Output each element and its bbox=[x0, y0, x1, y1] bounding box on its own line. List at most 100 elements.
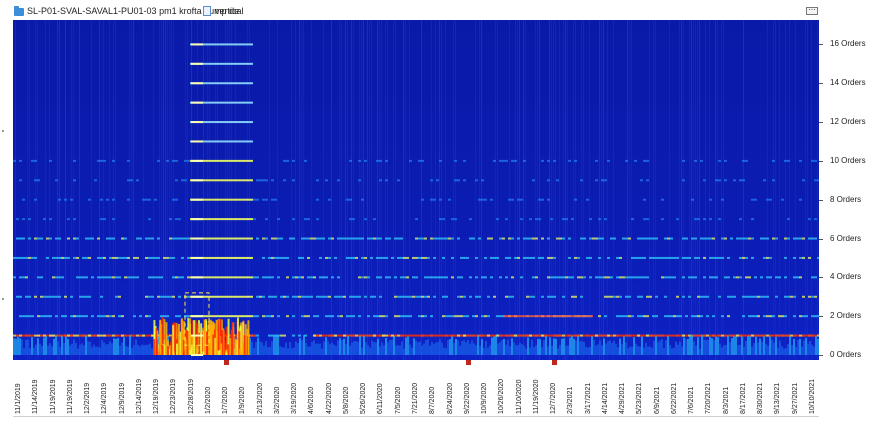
direction-label[interactable]: vertical bbox=[215, 6, 244, 16]
spectrogram-column bbox=[627, 20, 628, 360]
harmonic-line bbox=[403, 295, 406, 298]
harmonic-line bbox=[16, 218, 19, 221]
harmonic-line bbox=[694, 315, 697, 318]
order-1-line bbox=[13, 334, 16, 337]
harmonic-line bbox=[13, 159, 16, 162]
harmonic-line bbox=[751, 218, 754, 221]
harmonic-line bbox=[547, 159, 550, 162]
splitter-grip-bottom[interactable] bbox=[2, 298, 4, 300]
order-1-line bbox=[352, 334, 355, 337]
low-order-energy bbox=[279, 346, 281, 355]
harmonic-line bbox=[202, 82, 205, 85]
low-order-energy bbox=[257, 337, 259, 355]
low-order-energy bbox=[129, 335, 131, 355]
harmonic-line bbox=[364, 256, 367, 259]
harmonic-line bbox=[229, 140, 232, 143]
harmonic-line bbox=[127, 198, 130, 201]
harmonic-line bbox=[106, 237, 109, 240]
harmonic-line bbox=[292, 218, 295, 221]
low-order-energy bbox=[765, 343, 767, 355]
event-marker[interactable] bbox=[224, 360, 230, 365]
low-order-energy bbox=[421, 345, 423, 355]
harmonic-line bbox=[436, 276, 439, 279]
spectrogram-column bbox=[377, 20, 378, 360]
spectrogram-column bbox=[235, 20, 236, 360]
high-energy-burst bbox=[225, 352, 228, 355]
harmonic-line bbox=[76, 256, 79, 259]
more-options-button[interactable]: ⋯ bbox=[806, 7, 818, 15]
order-1-line bbox=[49, 334, 52, 337]
harmonic-line bbox=[436, 237, 439, 240]
harmonic-line bbox=[649, 237, 652, 240]
spectrogram-column bbox=[367, 20, 368, 360]
order-1-line bbox=[496, 334, 499, 337]
low-order-energy bbox=[393, 336, 395, 355]
low-order-energy bbox=[775, 337, 777, 355]
event-marker[interactable] bbox=[465, 360, 471, 365]
harmonic-line bbox=[610, 295, 613, 298]
harmonic-line bbox=[292, 159, 295, 162]
order-1-line bbox=[538, 334, 541, 337]
spectrogram-column bbox=[699, 20, 700, 360]
harmonic-line bbox=[271, 276, 274, 279]
low-order-energy bbox=[585, 347, 587, 355]
spectrogram-column bbox=[683, 20, 684, 360]
harmonic-line bbox=[223, 62, 226, 65]
harmonic-line bbox=[451, 315, 454, 318]
harmonic-line bbox=[220, 43, 223, 46]
low-order-energy bbox=[763, 336, 765, 355]
high-energy-burst bbox=[177, 323, 180, 355]
spectrogram-column bbox=[163, 20, 164, 360]
order-1-line bbox=[664, 334, 667, 337]
harmonic-line bbox=[166, 256, 169, 259]
harmonic-line bbox=[385, 315, 388, 318]
harmonic-line bbox=[121, 315, 124, 318]
harmonic-line bbox=[739, 276, 742, 279]
spectrogram-column bbox=[455, 20, 456, 360]
harmonic-line bbox=[217, 43, 220, 46]
harmonic-line bbox=[577, 256, 580, 259]
y-tick-mark bbox=[819, 316, 823, 318]
spectrogram-column bbox=[229, 20, 230, 360]
selection-box[interactable] bbox=[184, 292, 210, 346]
spectrogram-column bbox=[71, 20, 72, 360]
order-1-line bbox=[679, 334, 682, 337]
event-marker[interactable] bbox=[552, 360, 558, 365]
low-order-energy bbox=[785, 348, 787, 355]
harmonic-line bbox=[220, 101, 223, 104]
spectrogram-plot[interactable] bbox=[13, 20, 819, 360]
order-marker-dash bbox=[191, 159, 203, 162]
harmonic-line bbox=[745, 159, 748, 162]
harmonic-line bbox=[703, 237, 706, 240]
harmonic-line bbox=[121, 237, 124, 240]
low-order-energy bbox=[671, 348, 673, 355]
harmonic-line bbox=[229, 218, 232, 221]
harmonic-line bbox=[517, 237, 520, 240]
spectrogram-column bbox=[49, 20, 50, 360]
harmonic-line bbox=[766, 315, 769, 318]
order-1-line bbox=[775, 334, 778, 337]
harmonic-line bbox=[229, 82, 232, 85]
low-order-energy bbox=[265, 341, 267, 355]
order-1-line bbox=[58, 334, 61, 337]
harmonic-line bbox=[88, 237, 91, 240]
high-energy-burst bbox=[219, 318, 222, 355]
harmonic-line bbox=[694, 237, 697, 240]
order-1-line bbox=[817, 334, 819, 337]
harmonic-line bbox=[400, 315, 403, 318]
harmonic-line bbox=[523, 256, 526, 259]
measurement-title[interactable]: SL-P01-SVAL-SAVAL1-PU01-03 pm1 krofta pu… bbox=[27, 6, 240, 16]
harmonic-line bbox=[40, 237, 43, 240]
spectrogram-column bbox=[525, 20, 526, 360]
low-order-energy bbox=[767, 345, 769, 355]
low-order-energy bbox=[91, 347, 93, 355]
splitter-grip-top[interactable] bbox=[2, 130, 4, 132]
harmonic-line bbox=[778, 315, 781, 318]
harmonic-line bbox=[355, 295, 358, 298]
order-1-line bbox=[388, 334, 391, 337]
harmonic-line bbox=[808, 218, 811, 221]
harmonic-line bbox=[625, 315, 628, 318]
harmonic-line bbox=[742, 237, 745, 240]
low-order-energy bbox=[755, 336, 757, 355]
order-marker-dash bbox=[191, 62, 203, 65]
